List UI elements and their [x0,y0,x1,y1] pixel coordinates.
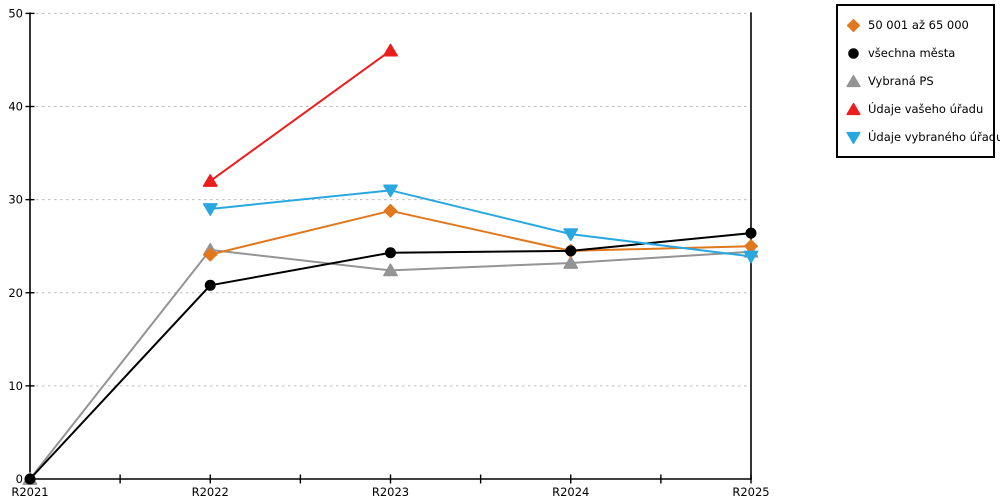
data-point-marker [744,239,758,254]
y-tick-label: 30 [8,193,23,207]
series-line-0 [210,209,752,256]
legend-item: Údaje vašeho úřadu [846,95,989,123]
data-point-marker [385,247,396,259]
data-point-marker [383,184,398,198]
x-tick-label: R2025 [732,485,769,499]
legend-circle-icon [848,47,859,59]
data-point-marker [202,174,218,187]
y-tick-label: 40 [8,100,23,114]
data-point-marker [202,203,218,216]
x-tick-label: R2021 [11,485,48,499]
data-point-marker [383,43,398,57]
legend-item-label: Údaje vašeho úřadu [868,102,984,116]
legend-item-label: Údaje vybraného úřadu [868,130,1000,144]
y-tick-label: 50 [8,6,23,20]
data-point-marker [204,279,216,291]
legend-item: všechna města [846,39,989,67]
data-point-marker [563,228,579,241]
legend-item-label: všechna města [868,46,956,60]
legend-item: Vybraná PS [846,67,989,95]
x-tick-label: R2024 [552,485,589,499]
data-point-marker [383,203,398,218]
data-point-marker [383,263,398,277]
data-point-marker [24,473,36,485]
legend-triangle-up-icon [846,74,861,87]
data-point-marker [565,245,577,257]
series-line-2 [29,248,752,480]
x-tick-label: R2022 [192,485,229,499]
y-tick-label: 10 [8,379,23,393]
y-tick-label: 20 [8,286,23,300]
legend-box: 50 001 až 65 000 všechna města Vybraná PS Ú… [836,4,1000,158]
data-point-marker [203,247,218,262]
legend-item: 50 001 až 65 000 [846,11,989,39]
y-tick-label: 0 [16,472,23,486]
legend-item: Údaje vybraného úřadu [846,123,1000,151]
legend-item-label: Vybraná PS [868,74,934,88]
data-point-marker [563,256,579,269]
legend-triangle-up-icon [846,102,861,115]
data-point-marker [745,227,757,239]
legend-diamond-icon [846,18,861,32]
series-line-3 [209,49,392,182]
legend-item-label: 50 001 až 65 000 [868,18,969,32]
x-tick-label: R2023 [372,485,409,499]
data-point-marker [743,250,759,264]
series-line-4 [210,189,752,258]
legend-triangle-down-icon [846,131,861,144]
